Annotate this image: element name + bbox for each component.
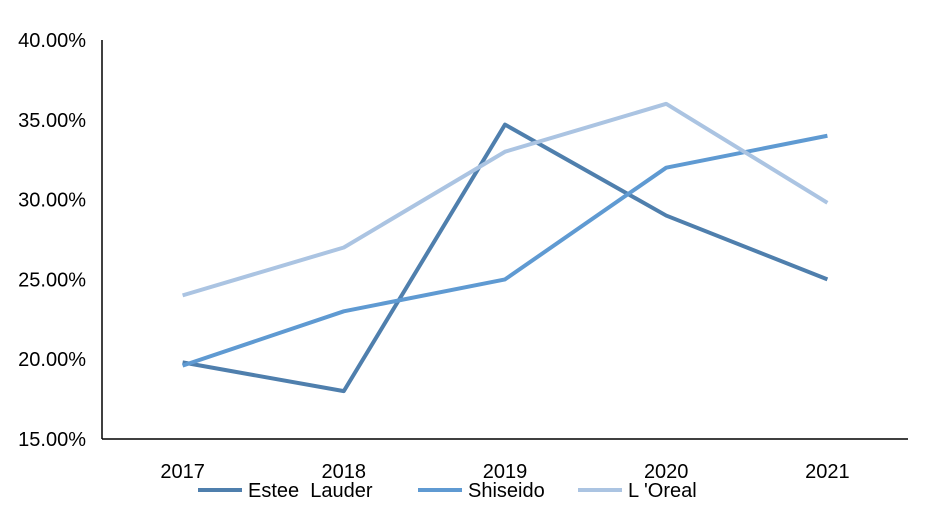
x-tick-label: 2021 [805,461,850,483]
y-tick-label: 30.00% [18,190,86,212]
x-tick-label: 2018 [322,461,367,483]
series-line-2 [182,101,829,298]
x-tick-label: 2020 [644,461,689,483]
series-line-1 [181,133,828,368]
legend-label-0: Estee Lauder [248,480,373,502]
series-lines [181,101,829,394]
y-tick-label: 25.00% [18,269,86,291]
x-tick-label: 2019 [483,461,528,483]
x-tick-label: 2017 [160,461,205,483]
series-line-0 [182,122,829,394]
y-axis-tick-labels: 15.00% 20.00% 25.00% 30.00% 35.00% 40.00% [18,30,86,451]
legend-label-1: Shiseido [468,480,545,502]
y-tick-label: 20.00% [18,349,86,371]
y-tick-label: 40.00% [18,30,86,52]
legend-label-2: L 'Oreal [628,480,697,502]
x-axis-tick-labels: 2017 2018 2019 2020 2021 [160,461,849,483]
y-tick-label: 15.00% [18,429,86,451]
y-tick-label: 35.00% [18,110,86,132]
legend: Estee Lauder Shiseido L 'Oreal [198,480,697,502]
